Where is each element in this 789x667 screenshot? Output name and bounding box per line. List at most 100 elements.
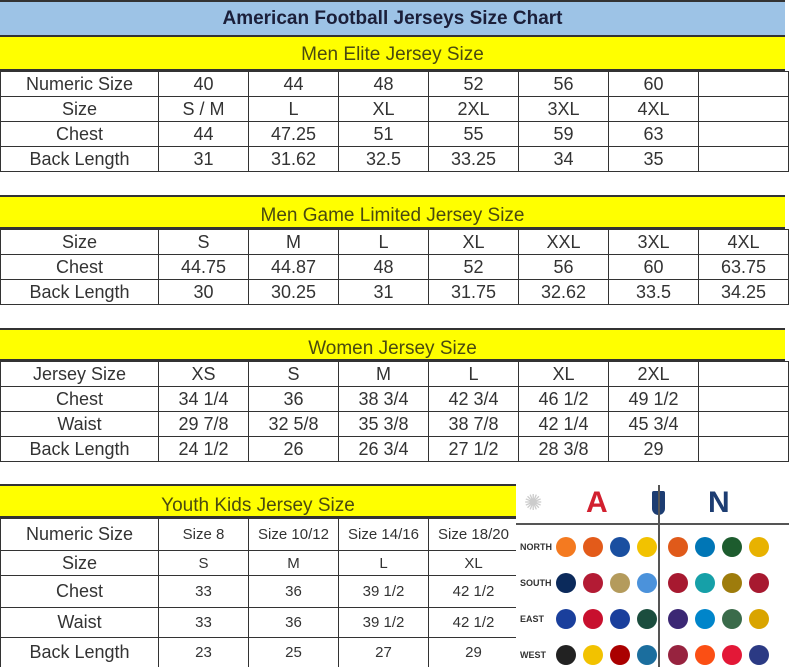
nfc-team-logo-icon	[668, 645, 688, 665]
table-cell: 39 1/2	[338, 575, 429, 608]
table-cell: XL	[518, 361, 609, 387]
table-cell: M	[248, 550, 339, 576]
table-cell: 33.5	[608, 279, 699, 305]
division-label: SOUTH	[520, 578, 552, 588]
table-row: Back Length 30 30.25 31 31.75 32.62 33.5 34.25	[0, 279, 789, 305]
table-cell: S / M	[158, 96, 249, 122]
table-cell: 31	[158, 146, 249, 172]
afc-team-logo-icon	[556, 537, 576, 557]
row-label: Back Length	[0, 279, 159, 305]
row-label: Back Length	[0, 637, 159, 667]
table-cell	[698, 436, 789, 462]
table-row: Chest 44 47.25 51 55 59 63	[0, 121, 789, 147]
women-section: Women Jersey Size Jersey Size XS S M L XL 2XL C…	[0, 328, 789, 462]
table-cell: 46 1/2	[518, 386, 609, 412]
table-cell: XS	[158, 361, 249, 387]
table-cell: 3XL	[518, 96, 609, 122]
division-label: EAST	[520, 614, 545, 624]
table-cell: 38 7/8	[428, 411, 519, 437]
table-cell: 45 3/4	[608, 411, 699, 437]
table-cell: Size 8	[158, 518, 249, 551]
table-cell: 56	[518, 254, 609, 280]
table-cell: 42 1/4	[518, 411, 609, 437]
table-row: Back Length 31 31.62 32.5 33.25 34 35	[0, 146, 789, 172]
table-cell	[698, 71, 789, 97]
afc-team-logo-icon	[637, 609, 657, 629]
table-cell: XL	[428, 550, 519, 576]
row-label: Size	[0, 96, 159, 122]
table-row: Chest 33 36 39 1/2 42 1/2	[0, 575, 519, 608]
table-cell: XL	[428, 229, 519, 255]
afc-team-logo-icon	[583, 645, 603, 665]
table-cell: 25	[248, 637, 339, 667]
afc-team-logo-icon	[610, 573, 630, 593]
table-cell: 34 1/4	[158, 386, 249, 412]
afc-team-logo-icon	[610, 645, 630, 665]
table-cell: 33	[158, 575, 249, 608]
women-heading: Women Jersey Size	[0, 328, 785, 361]
nfc-team-logo-icon	[695, 645, 715, 665]
table-cell	[698, 361, 789, 387]
table-cell: 26	[248, 436, 339, 462]
afc-team-logo-icon	[556, 573, 576, 593]
table-cell: 42 3/4	[428, 386, 519, 412]
afc-team-logo-icon	[637, 645, 657, 665]
afc-team-logo-icon	[583, 609, 603, 629]
table-cell: 60	[608, 254, 699, 280]
table-row: Waist 33 36 39 1/2 42 1/2	[0, 607, 519, 638]
table-cell: 36	[248, 607, 339, 638]
table-row: Numeric Size Size 8 Size 10/12 Size 14/16 Si…	[0, 518, 519, 551]
table-row: Back Length 23 25 27 29	[0, 637, 519, 667]
division-label: WEST	[520, 650, 546, 660]
table-cell: 26 3/4	[338, 436, 429, 462]
table-cell: S	[158, 550, 249, 576]
table-cell: 49 1/2	[608, 386, 699, 412]
table-cell: 29 7/8	[158, 411, 249, 437]
table-cell: 55	[428, 121, 519, 147]
men-elite-section: Men Elite Jersey Size Numeric Size 40 44 48…	[0, 37, 789, 172]
table-cell: 31	[338, 279, 429, 305]
row-label: Jersey Size	[0, 361, 159, 387]
chart-title: American Football Jerseys Size Chart	[0, 0, 785, 37]
table-row: Chest 34 1/4 36 38 3/4 42 3/4 46 1/2 49 1/2	[0, 386, 789, 412]
table-cell: 39 1/2	[338, 607, 429, 638]
table-row: Size S / M L XL 2XL 3XL 4XL	[0, 96, 789, 122]
table-cell: 42 1/2	[428, 607, 519, 638]
table-cell: 28 3/8	[518, 436, 609, 462]
table-cell: S	[158, 229, 249, 255]
afc-team-logo-icon	[610, 609, 630, 629]
table-cell: 3XL	[608, 229, 699, 255]
table-cell: 48	[338, 71, 429, 97]
table-cell: 51	[338, 121, 429, 147]
nfc-team-logo-icon	[695, 609, 715, 629]
table-cell: 32.5	[338, 146, 429, 172]
table-cell: 44	[158, 121, 249, 147]
nfc-team-logo-icon	[695, 573, 715, 593]
row-label: Numeric Size	[0, 518, 159, 551]
table-cell: 52	[428, 71, 519, 97]
table-cell: 23	[158, 637, 249, 667]
table-cell	[698, 386, 789, 412]
afc-team-logo-icon	[556, 645, 576, 665]
table-cell: L	[338, 229, 429, 255]
table-cell: 48	[338, 254, 429, 280]
table-row: Size S M L XL XXL 3XL 4XL	[0, 229, 789, 255]
table-cell: 44.87	[248, 254, 339, 280]
afc-team-logo-icon	[637, 573, 657, 593]
table-cell: 34	[518, 146, 609, 172]
table-cell: 27	[338, 637, 429, 667]
table-cell: 33	[158, 607, 249, 638]
row-label: Waist	[0, 411, 159, 437]
table-row: Jersey Size XS S M L XL 2XL	[0, 361, 789, 387]
table-cell: 32 5/8	[248, 411, 339, 437]
youth-section: Youth Kids Jersey Size Numeric Size Size …	[0, 484, 519, 667]
table-cell: 29	[608, 436, 699, 462]
divider	[516, 523, 789, 525]
table-cell	[698, 411, 789, 437]
table-cell: Size 10/12	[248, 518, 339, 551]
table-cell: 4XL	[698, 229, 789, 255]
nfc-team-logo-icon	[722, 645, 742, 665]
table-cell: L	[428, 361, 519, 387]
row-label: Size	[0, 550, 159, 576]
